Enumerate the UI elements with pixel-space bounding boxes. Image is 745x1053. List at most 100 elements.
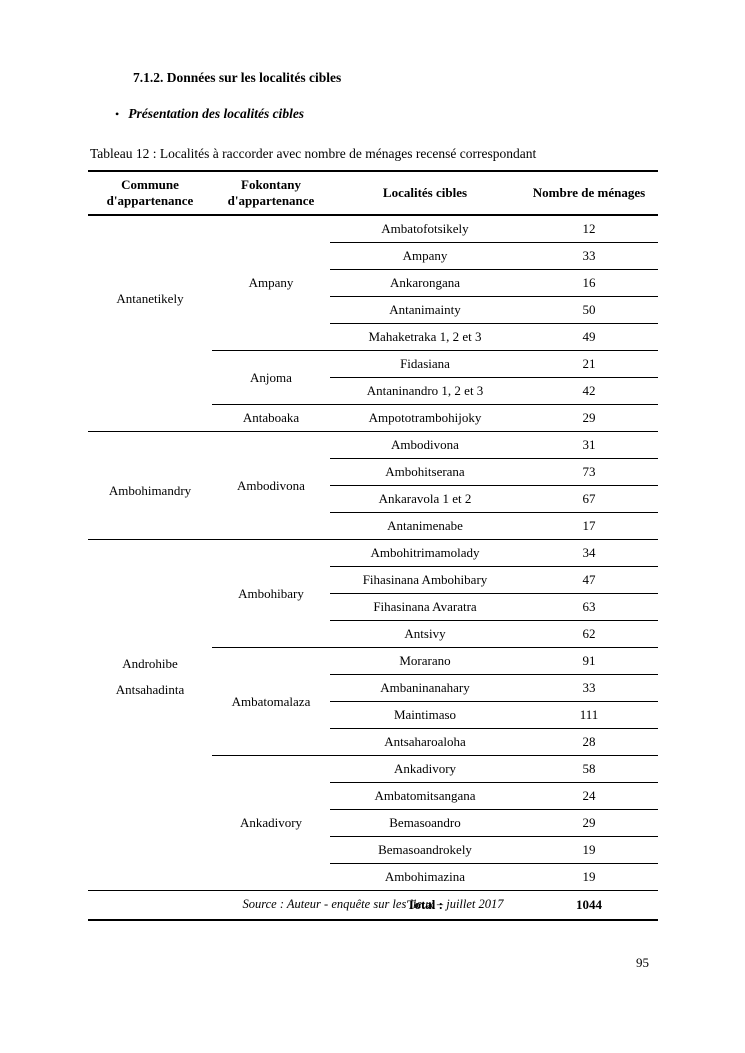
commune-cell: Antanetikely <box>88 214 212 432</box>
fokontany-cell: Ankadivory <box>212 755 330 891</box>
table-row: Antanetikely Ampany Ambatofotsikely 12 <box>88 214 658 432</box>
bullet-item: • Présentation des localités cibles <box>115 106 304 122</box>
total-row-spacer <box>88 890 330 921</box>
fokontany-cell: Ampany <box>212 214 330 351</box>
localite-cell: Antanimainty <box>330 296 520 324</box>
menages-count-cell: 17 <box>520 512 658 540</box>
localite-cell: Ankadivory <box>330 755 520 783</box>
menages-count-cell: 111 <box>520 701 658 729</box>
menages-count-cell: 16 <box>520 269 658 297</box>
localite-cell: Fihasinana Ambohibary <box>330 566 520 594</box>
localite-cell: Fihasinana Avaratra <box>330 593 520 621</box>
table-row: Bemasoandrokely 19 <box>88 836 658 864</box>
menages-count-cell: 58 <box>520 755 658 783</box>
table-row: Ambaninanahary 33 <box>88 674 658 702</box>
fokontany-cell: Ambohibary <box>212 539 330 648</box>
menages-count-cell: 91 <box>520 647 658 675</box>
localite-cell: Antaninandro 1, 2 et 3 <box>330 377 520 405</box>
menages-count-cell: 49 <box>520 323 658 351</box>
menages-count-cell: 28 <box>520 728 658 756</box>
localite-cell: Fidasiana <box>330 350 520 378</box>
menages-count-cell: 21 <box>520 350 658 378</box>
localite-cell: Antsaharoaloha <box>330 728 520 756</box>
localite-cell: Bemasoandrokely <box>330 836 520 864</box>
table-row: Androhibe Antsahadinta Ambohibary Ambohitri… <box>88 539 658 891</box>
table-row: Fihasinana Ambohibary 47 <box>88 566 658 594</box>
localite-cell: Ankarongana <box>330 269 520 297</box>
table-row: Ambatomalaza Morarano 91 <box>88 647 658 756</box>
bullet-item-label: Présentation des localités cibles <box>128 106 305 121</box>
page-number: 95 <box>636 955 649 970</box>
localite-cell: Ambohitrimamolady <box>330 539 520 567</box>
menages-count-cell: 29 <box>520 809 658 837</box>
table-row: Ankadivory Ankadivory 58 <box>88 755 658 891</box>
menages-count-cell: 33 <box>520 242 658 270</box>
localite-cell: Ampany <box>330 242 520 270</box>
localite-cell: Ambatomitsangana <box>330 782 520 810</box>
localite-cell: Antanimenabe <box>330 512 520 540</box>
menages-count-cell: 19 <box>520 863 658 891</box>
localite-cell: Antsivy <box>330 620 520 648</box>
localite-cell: Ambaninanahary <box>330 674 520 702</box>
table-row: Ambohimandry Ambodivona Ambodivona 31 <box>88 431 658 540</box>
localities-table: Commune d'appartenance Fokontany d'appar… <box>88 170 658 921</box>
total-value: 1044 <box>520 890 658 921</box>
localite-cell: Ambohitserana <box>330 458 520 486</box>
table-row: Ambohitserana 73 <box>88 458 658 486</box>
commune-cell: Ambohimandry <box>88 431 212 540</box>
table-row: Antsaharoaloha 28 <box>88 728 658 756</box>
col-header-menages: Nombre de ménages <box>520 170 658 216</box>
table-body: Antanetikely Ampany Ambatofotsikely 12 Ampan… <box>88 214 658 891</box>
table-row: Anjoma Fidasiana 21 <box>88 350 658 405</box>
localite-cell: Ampototrambohijoky <box>330 404 520 432</box>
section-heading: 7.1.2. Données sur les localités cibles <box>133 70 342 85</box>
localite-cell: Morarano <box>330 647 520 675</box>
localite-cell: Mahaketraka 1, 2 et 3 <box>330 323 520 351</box>
fokontany-cell: Antaboaka <box>212 404 330 432</box>
table-header-row: Commune d'appartenance Fokontany d'appar… <box>88 170 658 216</box>
menages-count-cell: 29 <box>520 404 658 432</box>
menages-count-cell: 19 <box>520 836 658 864</box>
commune-cell: Androhibe Antsahadinta <box>88 539 212 891</box>
table-row: Antaboaka Ampototrambohijoky 29 <box>88 404 658 432</box>
menages-count-cell: 42 <box>520 377 658 405</box>
fokontany-cell: Ambodivona <box>212 431 330 540</box>
menages-count-cell: 50 <box>520 296 658 324</box>
fokontany-cell: Ambatomalaza <box>212 647 330 756</box>
table-row: Antanimainty 50 <box>88 296 658 324</box>
menages-count-cell: 33 <box>520 674 658 702</box>
menages-count-cell: 24 <box>520 782 658 810</box>
menages-count-cell: 62 <box>520 620 658 648</box>
localite-cell: Ankaravola 1 et 2 <box>330 485 520 513</box>
menages-count-cell: 31 <box>520 431 658 459</box>
table-row: Mahaketraka 1, 2 et 3 49 <box>88 323 658 351</box>
localite-cell: Ambatofotsikely <box>330 214 520 243</box>
table-row: Ampany 33 <box>88 242 658 270</box>
col-header-commune: Commune d'appartenance <box>88 170 212 216</box>
menages-count-cell: 67 <box>520 485 658 513</box>
col-header-fokontany: Fokontany d'appartenance <box>212 170 330 216</box>
fokontany-cell: Anjoma <box>212 350 330 405</box>
menages-count-cell: 63 <box>520 593 658 621</box>
bullet-icon: • <box>115 107 120 121</box>
menages-count-cell: 73 <box>520 458 658 486</box>
total-label: Total : <box>330 890 520 921</box>
table-row: Antanimenabe 17 <box>88 512 658 540</box>
localite-cell: Bemasoandro <box>330 809 520 837</box>
table-row: Ankarongana 16 <box>88 269 658 297</box>
localite-cell: Maintimaso <box>330 701 520 729</box>
menages-count-cell: 12 <box>520 214 658 243</box>
table-row: Fihasinana Avaratra 63 <box>88 593 658 621</box>
table-row: Antaninandro 1, 2 et 3 42 <box>88 377 658 405</box>
table-row: Ambohimazina 19 <box>88 863 658 891</box>
source-note: Source : Auteur - enquête sur les lieux … <box>242 897 504 911</box>
localite-cell: Ambohimazina <box>330 863 520 891</box>
localite-cell: Ambodivona <box>330 431 520 459</box>
table-caption: Tableau 12 : Localités à raccorder avec … <box>90 146 537 161</box>
table-row: Antsivy 62 <box>88 620 658 648</box>
table-row: Ambatomitsangana 24 <box>88 782 658 810</box>
total-row: Total : 1044 <box>88 890 658 921</box>
table-row: Maintimaso 111 <box>88 701 658 729</box>
menages-count-cell: 34 <box>520 539 658 567</box>
